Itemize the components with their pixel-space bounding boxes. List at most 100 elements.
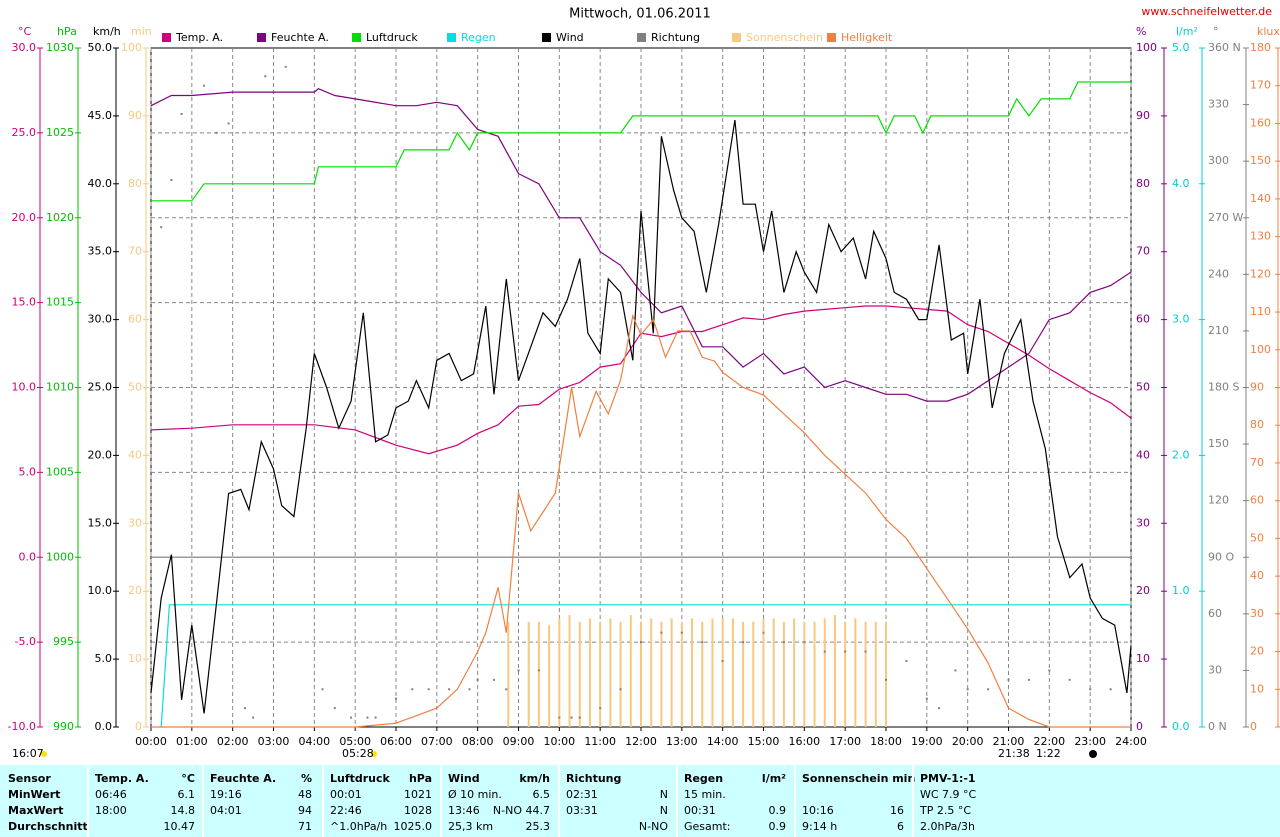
y-tick-label: 40.0 [88,177,113,190]
x-tick-label: 06:00 [380,735,412,748]
stats-cell: 1025.0 [393,820,433,833]
y-tick-label: 60 [1136,313,1150,326]
direction-dot [1130,688,1132,691]
stats-cell: 22:46 [330,804,362,817]
direction-dot [227,122,230,125]
y-tick-label: 20 [1250,645,1264,658]
sunshine-bar [680,621,683,727]
y-tick-label: 40 [1250,569,1264,582]
y-tick-label: 210 [1208,324,1229,337]
direction-dot [885,678,887,681]
direction-dot [1007,678,1010,681]
series-line [150,305,1132,455]
y-tick-label: 100 [121,41,142,54]
y-tick-label: 5.0 [95,652,113,665]
stats-cell: 15 min. [684,788,726,801]
y-tick-label: 170 [1250,79,1271,92]
separator [794,765,796,837]
direction-dot [1109,688,1112,691]
y-tick-label: 40 [128,448,142,461]
y-tick-label: 0.0 [19,550,37,563]
direction-dot [782,641,785,644]
axis-unit: min [131,25,152,38]
axis-unit: % [1136,25,1146,38]
direction-dot [284,65,287,68]
y-tick-label: 240 [1208,267,1229,280]
stats-cell: l/m² [761,772,786,785]
y-tick-label: 1030 [46,41,74,54]
y-tick-label: -5.0 [15,635,36,648]
series-line [150,88,1132,402]
direction-dot [468,688,471,691]
y-tick-label: 10 [128,652,142,665]
y-tick-label: 0 [1136,720,1143,733]
sunshine-bar [670,618,673,727]
direction-dot [1089,688,1092,691]
y-tick-label: 30 [128,516,142,529]
y-tick-label: 60 [1208,607,1222,620]
separator [322,765,324,837]
annotation: 21:38 [998,747,1030,760]
y-tick-label: 0.0 [95,720,113,733]
direction-dot [493,678,495,681]
x-tick-label: 17:00 [829,735,861,748]
direction-dot [701,641,704,644]
stats-cell: Feuchte A. [210,772,277,785]
stats-cell: 16 [890,804,904,817]
stats-cell: TP 2.5 °C [920,804,972,817]
grid [150,48,1132,727]
y-tick-label: 180 S [1208,381,1239,394]
direction-dot [215,131,218,134]
sunshine-bar [823,618,826,727]
y-tick-label: 30.0 [88,313,113,326]
y-tick-label: 40 [1136,448,1150,461]
stats-cell: 6 [897,820,904,833]
x-tick-label: 24:00 [1115,735,1147,748]
direction-dot [395,697,397,700]
y-tick-label: 10 [1250,682,1264,695]
chart: Mittwoch, 01.06.2011 www.schneifelwetter… [8,5,1280,760]
stats-table: Sensor MinWert MaxWert Durchschnitt Temp. A.… [0,765,1280,837]
sunshine-bar [691,618,694,727]
stats-cell: N [659,804,668,817]
y-tick-label: 25.0 [12,126,37,139]
y-tick-label: 90 O [1208,550,1234,563]
y-tick-label: 60 [1250,494,1264,507]
y-tick-label: 120 [1250,267,1271,280]
x-tick-label: 09:00 [503,735,535,748]
direction-dot [954,669,957,672]
y-tick-label: 300 [1208,154,1229,167]
stats-cell: 48 [298,788,312,801]
stats-cell: 25.3 [525,820,551,833]
direction-dot [1048,669,1051,672]
y-tick-label: 90 [1250,381,1264,394]
axis-unit: °C [18,25,32,38]
y-tick-label: 180 [1250,41,1271,54]
sunshine-bar [629,614,632,727]
direction-dot [1027,678,1030,681]
direction-dot [762,631,765,634]
direction-dot [180,113,183,116]
direction-dot [243,707,246,710]
y-tick-label: 0 [1250,720,1257,733]
y-tick-label: 30 [1250,607,1264,620]
sunshine-bar [885,621,887,727]
stats-cell: N-NO 44.7 [492,804,550,817]
direction-dot [333,707,336,710]
y-tick-label: 20 [128,584,142,597]
legend-label: Temp. A. [175,31,223,44]
sunshine-bar [793,618,796,727]
stats-cell: 9:14 h [802,820,838,833]
stats-cell: Sonnenschein min [802,772,916,785]
legend-label: Regen [461,31,496,44]
legend-swatch [637,33,646,42]
legend-swatch [542,33,551,42]
annotation: 16:07 [12,747,44,760]
y-tick-label: 1000 [46,550,74,563]
y-tick-label: 140 [1250,192,1271,205]
sunshine-bar [813,621,816,727]
direction-dot [987,688,990,691]
y-tick-label: 100 [1250,343,1271,356]
y-tick-label: -10.0 [8,720,36,733]
